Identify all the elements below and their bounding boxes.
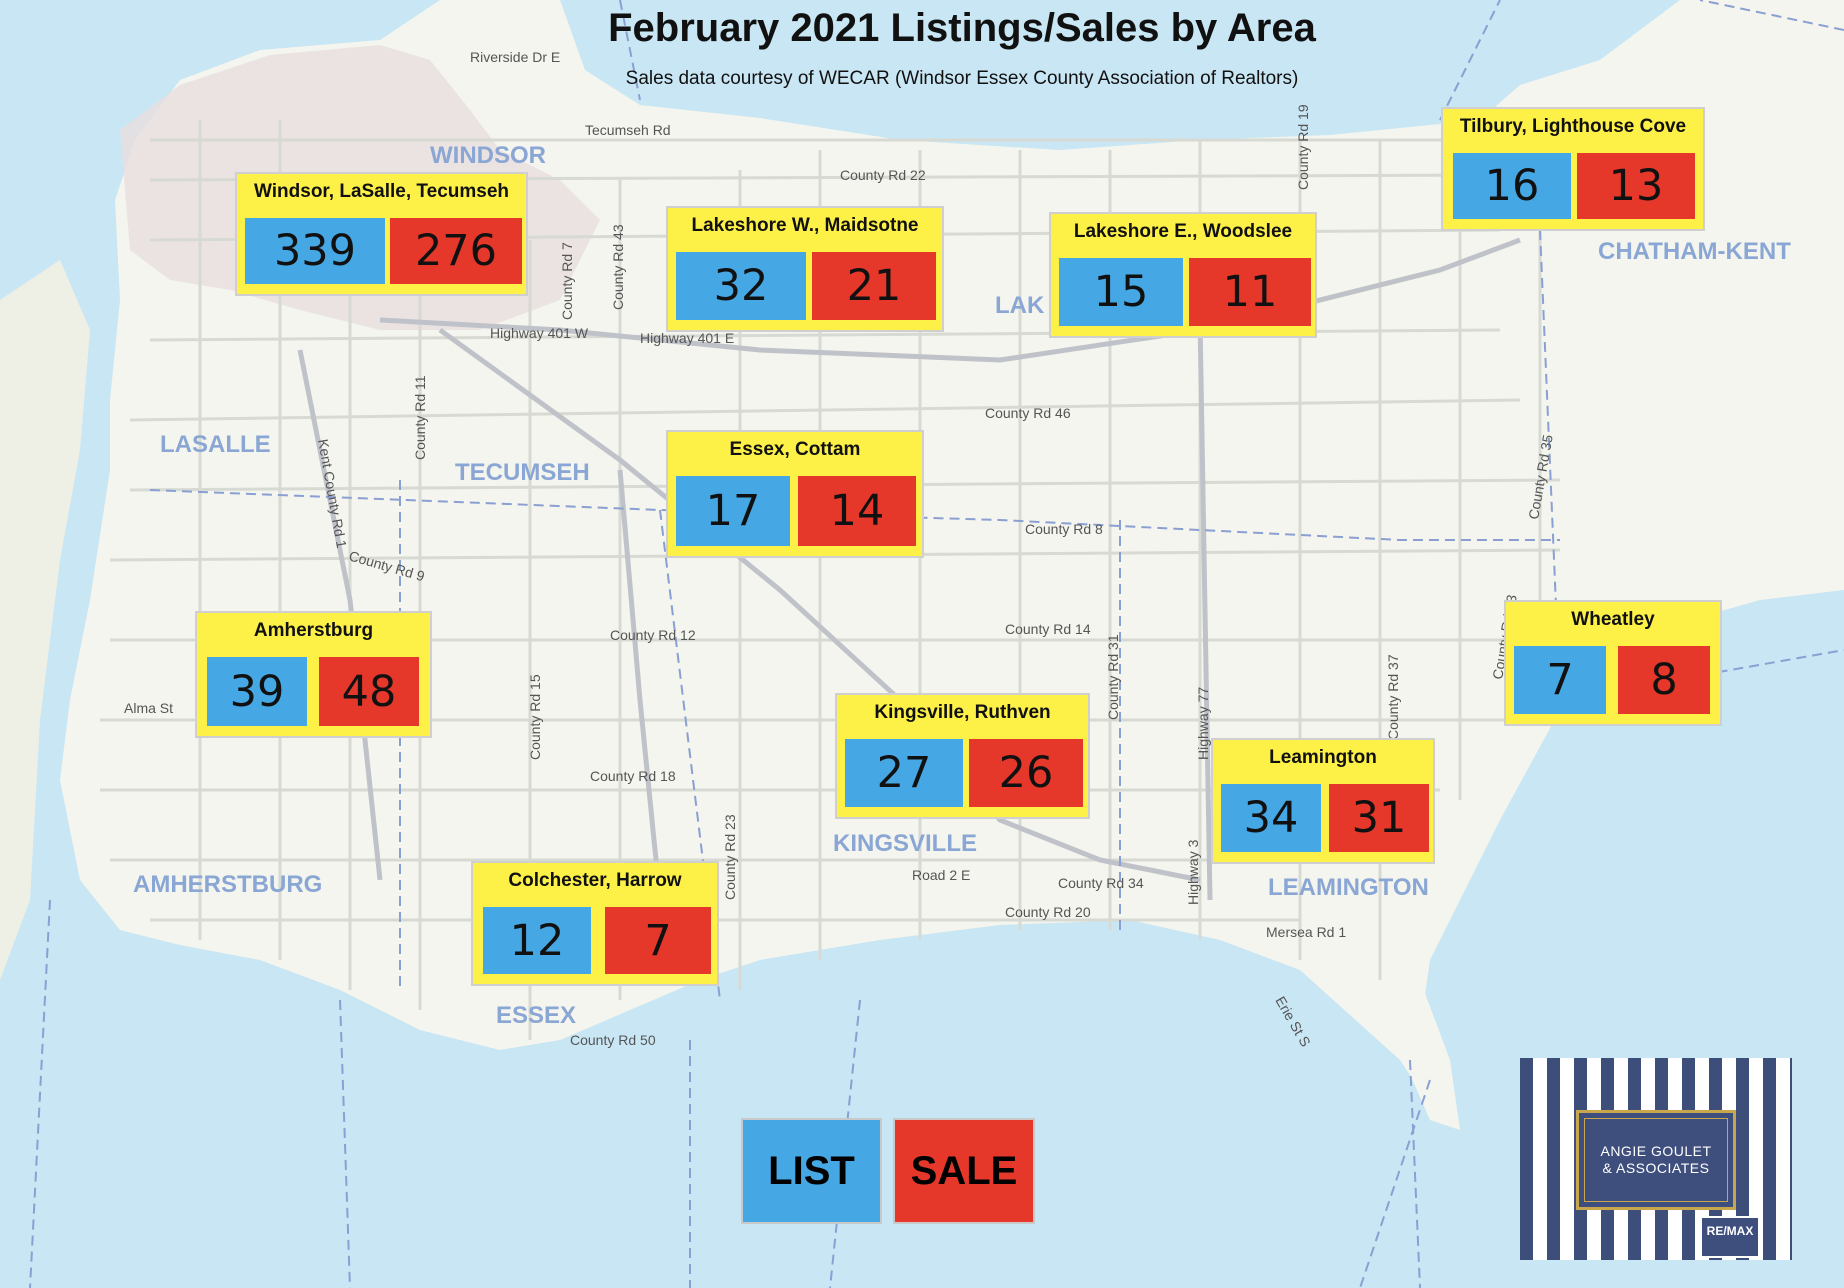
sale-count: 8	[1618, 646, 1710, 714]
area-name: Essex, Cottam	[729, 439, 861, 460]
road-label: County Rd 23	[722, 814, 738, 900]
area-box-amherstburg: Amherstburg 39 48	[195, 611, 432, 738]
road-label: Alma St	[124, 700, 173, 716]
area-name: Tilbury, Lighthouse Cove	[1459, 116, 1687, 137]
area-name: Leamington	[1269, 747, 1377, 768]
sale-count: 11	[1189, 258, 1311, 326]
list-count: 39	[207, 657, 307, 726]
legend-list: LIST	[741, 1118, 882, 1224]
road-label: County Rd 12	[610, 627, 696, 643]
road-label: County Rd 8	[1025, 521, 1103, 537]
road-label: County Rd 15	[527, 674, 543, 760]
town-label: WINDSOR	[430, 142, 546, 169]
brand-logo: ANGIE GOULET & ASSOCIATES RE/MAX	[1520, 1058, 1792, 1260]
town-label: LAK	[995, 292, 1045, 319]
list-count: 7	[1514, 646, 1606, 714]
town-label: LASALLE	[160, 431, 271, 458]
remax-badge: RE/MAX	[1700, 1216, 1760, 1258]
list-count: 32	[676, 252, 806, 320]
road-label: Tecumseh Rd	[585, 122, 671, 138]
road-label: County Rd 43	[610, 224, 626, 310]
road-label: County Rd 14	[1005, 621, 1091, 637]
list-count: 16	[1453, 153, 1571, 219]
area-box-tilbury: Tilbury, Lighthouse Cove 16 13	[1441, 107, 1705, 231]
page-title: February 2021 Listings/Sales by Area	[608, 6, 1316, 50]
road-label: County Rd 37	[1385, 654, 1401, 740]
road-label: County Rd 22	[840, 167, 926, 183]
sale-count: 31	[1329, 784, 1429, 852]
town-label: CHATHAM-KENT	[1598, 238, 1791, 265]
area-name: Colchester, Harrow	[508, 870, 682, 891]
logo-line-2: & ASSOCIATES	[1602, 1160, 1710, 1176]
road-label: County Rd 19	[1295, 104, 1311, 190]
road-label: County Rd 18	[590, 768, 676, 784]
area-box-lakeshore-e: Lakeshore E., Woodslee 15 11	[1049, 212, 1317, 338]
list-count: 12	[483, 907, 591, 974]
town-label: LEAMINGTON	[1268, 874, 1429, 901]
road-label: Riverside Dr E	[470, 49, 560, 65]
logo-line-1: ANGIE GOULET	[1600, 1143, 1712, 1159]
town-label: AMHERSTBURG	[133, 871, 322, 898]
road-label: County Rd 50	[570, 1032, 656, 1048]
road-label: County Rd 46	[985, 405, 1071, 421]
road-label: County Rd 7	[559, 242, 575, 320]
town-labels: WINDSOR LASALLE TECUMSEH AMHERSTBURG ESS…	[133, 142, 1791, 1029]
road-label: Highway 401 E	[640, 330, 734, 346]
list-count: 34	[1221, 784, 1321, 852]
area-name: Wheatley	[1571, 609, 1655, 630]
logo-plate: ANGIE GOULET & ASSOCIATES	[1576, 1110, 1736, 1210]
area-box-kingsville: Kingsville, Ruthven 27 26	[835, 693, 1090, 819]
sale-count: 26	[969, 739, 1083, 807]
list-count: 27	[845, 739, 963, 807]
sale-count: 14	[798, 476, 916, 546]
list-count: 339	[245, 218, 385, 284]
road-label: County Rd 34	[1058, 875, 1144, 891]
road-label: Mersea Rd 1	[1266, 924, 1346, 940]
sale-count: 276	[390, 218, 522, 284]
sale-count: 21	[812, 252, 936, 320]
area-box-essex: Essex, Cottam 17 14	[666, 430, 924, 558]
road-label: Highway 77	[1195, 687, 1211, 760]
sale-count: 13	[1577, 153, 1695, 219]
point-pelee	[1380, 960, 1460, 1130]
detroit-shore	[0, 260, 90, 980]
area-name: Kingsville, Ruthven	[874, 702, 1051, 723]
area-name: Windsor, LaSalle, Tecumseh	[254, 181, 509, 202]
town-label: TECUMSEH	[455, 459, 590, 486]
road-label: County Rd 31	[1105, 634, 1121, 720]
list-count: 17	[676, 476, 790, 546]
road-label: Highway 3	[1185, 839, 1201, 905]
road-label: County Rd 11	[412, 375, 428, 460]
sale-count: 48	[319, 657, 419, 726]
road-labels: Riverside Dr E Tecumseh Rd County Rd 22 …	[124, 49, 1346, 1048]
list-count: 15	[1059, 258, 1183, 326]
area-name: Lakeshore W., Maidsotne	[691, 215, 919, 236]
legend-sale: SALE	[893, 1118, 1035, 1224]
logo-text: ANGIE GOULET & ASSOCIATES	[1584, 1118, 1728, 1202]
road-label: Highway 401 W	[490, 325, 589, 341]
area-box-lakeshore-w: Lakeshore W., Maidsotne 32 21	[666, 206, 944, 332]
area-box-colchester: Colchester, Harrow 12 7	[471, 861, 719, 986]
town-label: ESSEX	[496, 1002, 576, 1029]
area-box-leamington: Leamington 34 31	[1211, 738, 1435, 864]
town-label: KINGSVILLE	[833, 830, 977, 857]
area-box-windsor: Windsor, LaSalle, Tecumseh 339 276	[235, 172, 528, 296]
area-name: Lakeshore E., Woodslee	[1073, 221, 1293, 242]
sale-count: 7	[605, 907, 711, 974]
road-label: County Rd 20	[1005, 904, 1091, 920]
area-name: Amherstburg	[253, 620, 374, 641]
page-subtitle: Sales data courtesy of WECAR (Windsor Es…	[625, 68, 1299, 89]
road-label: Road 2 E	[912, 867, 970, 883]
area-box-wheatley: Wheatley 7 8	[1504, 600, 1722, 726]
